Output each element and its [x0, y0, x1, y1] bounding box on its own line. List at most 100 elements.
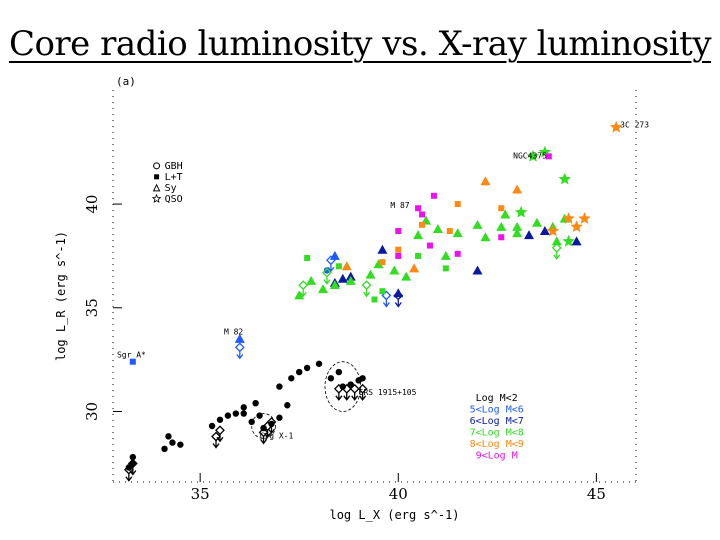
marker-legend-label: Sy	[165, 183, 177, 194]
limit-arrow-head	[327, 266, 335, 273]
limit-diamond	[393, 290, 404, 301]
mass-legend-label: Log M<2	[476, 393, 518, 404]
data-point	[216, 416, 224, 423]
marker-legend-label: QSO	[165, 194, 183, 205]
data-point	[276, 383, 283, 390]
data-point	[161, 445, 168, 453]
data-point	[419, 211, 426, 218]
x-tick-label: 35	[191, 485, 210, 503]
data-point	[389, 265, 400, 275]
slide-title: Core radio luminosity vs. X-ray luminosi…	[8, 24, 712, 64]
data-point	[365, 269, 376, 279]
x-axis-label: log L_X (erg s^-1)	[329, 508, 459, 522]
annotation-label: 3C 273	[620, 120, 649, 129]
data-point	[545, 153, 552, 160]
data-point	[224, 412, 232, 419]
data-point	[498, 205, 505, 212]
legend-star-icon	[151, 193, 162, 203]
data-point	[248, 418, 255, 426]
mass-legend-label: 7<Log M<8	[470, 428, 524, 439]
data-point	[454, 201, 461, 208]
data-point	[512, 221, 523, 231]
data-point	[432, 223, 443, 233]
limit-arrow-head	[299, 291, 307, 298]
data-point	[571, 236, 582, 246]
data-point	[177, 441, 184, 448]
data-point	[335, 263, 342, 270]
data-point	[288, 375, 295, 382]
limit-diamond	[234, 342, 245, 353]
x-tick-label: 45	[587, 485, 606, 503]
mass-legend-label: 5<Log M<6	[470, 405, 524, 416]
data-point	[498, 234, 505, 241]
marker-legend-item: L+T	[154, 172, 183, 183]
mass-legend-label: 8<Log M<9	[470, 439, 524, 450]
limit-diamond	[266, 417, 277, 427]
limit-arrow-head	[343, 395, 351, 401]
annotation-label: Cyg X-1	[260, 431, 294, 440]
limit-diamond	[215, 425, 225, 436]
data-point	[395, 228, 402, 235]
data-point	[562, 234, 575, 247]
upper-limit-point	[322, 267, 332, 285]
upper-limit-point	[298, 280, 309, 298]
limit-arrow-head	[323, 279, 331, 285]
data-point	[341, 261, 352, 271]
mass-legend-label: 9<Log M	[476, 451, 518, 462]
limit-arrow-head	[267, 428, 276, 435]
upper-limit-point	[325, 255, 336, 273]
data-point	[129, 453, 137, 461]
limit-diamond	[357, 383, 368, 394]
series-group	[123, 360, 368, 482]
limit-arrow-head	[553, 254, 561, 260]
data-point	[303, 364, 311, 372]
panel-label: (a)	[116, 75, 136, 88]
legend-circle-icon	[153, 162, 161, 170]
limit-arrow-head	[359, 395, 367, 401]
data-point	[393, 288, 404, 298]
data-point	[379, 288, 386, 295]
data-point	[371, 296, 378, 303]
data-point	[546, 224, 559, 237]
data-point	[294, 290, 305, 300]
limit-arrow-head	[216, 436, 224, 443]
data-point	[329, 279, 340, 289]
legend-triangle-icon	[152, 183, 161, 192]
data-point	[315, 360, 323, 367]
data-point	[304, 255, 311, 261]
y-tick-label: 35	[83, 298, 101, 317]
y-tick-label: 30	[83, 402, 101, 421]
data-point	[329, 250, 340, 260]
data-point	[327, 375, 335, 382]
x-tick-label: 40	[389, 485, 408, 503]
data-point	[419, 221, 426, 228]
data-point	[317, 284, 328, 294]
legend-square-icon	[154, 174, 160, 180]
limit-arrow-head	[125, 476, 133, 482]
data-point	[169, 439, 176, 446]
data-point	[339, 383, 347, 390]
data-point	[232, 410, 240, 417]
data-point	[415, 252, 422, 259]
upper-limit-point	[361, 280, 372, 298]
data-point	[208, 422, 216, 430]
upper-limit-point	[551, 242, 562, 260]
data-point	[165, 433, 172, 440]
data-point	[373, 259, 384, 269]
upper-limit-point	[234, 342, 245, 360]
data-point	[524, 230, 535, 240]
limit-arrow-head	[394, 302, 402, 308]
limit-arrow-head	[212, 443, 220, 449]
limit-arrow-head	[236, 353, 244, 360]
data-point	[337, 273, 348, 283]
data-point	[395, 252, 402, 259]
limit-arrow-head	[351, 395, 359, 401]
data-point	[452, 228, 463, 238]
limit-arrow-head	[363, 291, 371, 298]
limit-arrow-head	[264, 432, 272, 439]
annotation-label: M 87	[390, 201, 409, 210]
data-point	[512, 184, 523, 194]
data-point	[526, 149, 540, 162]
